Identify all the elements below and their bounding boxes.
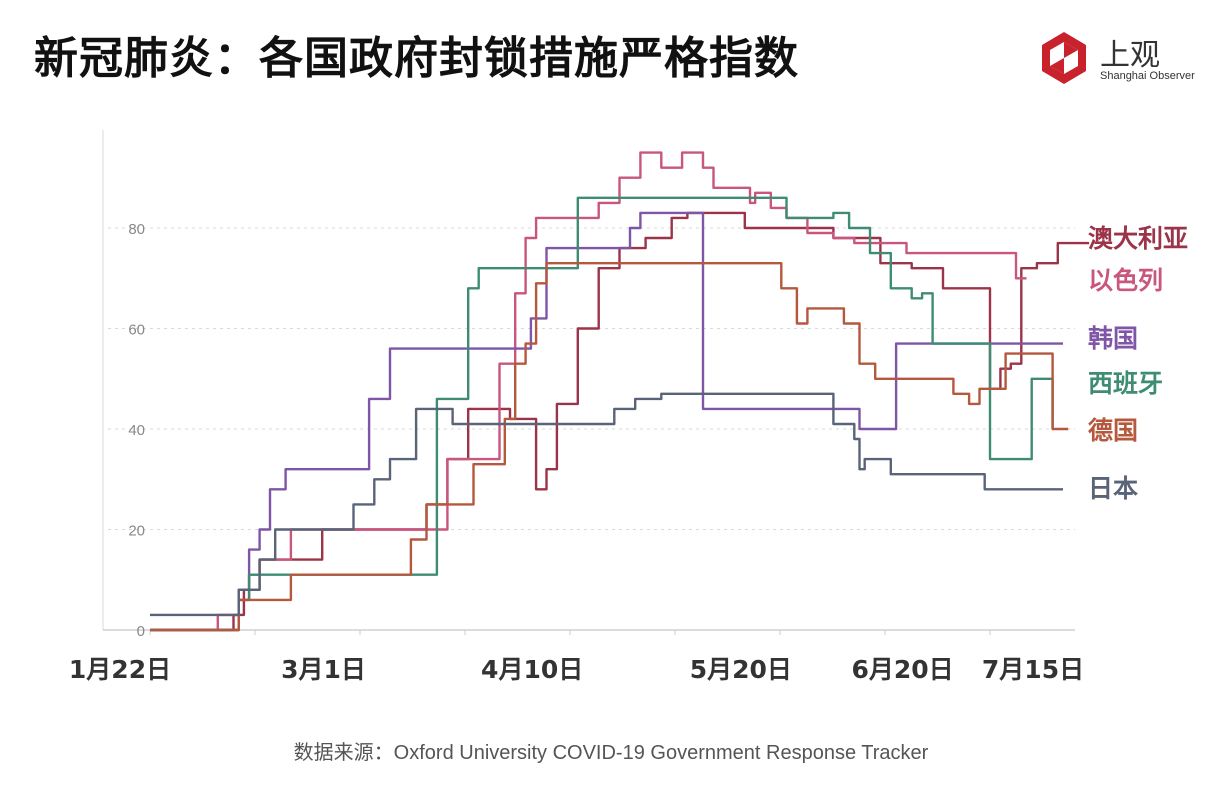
y-tick-label: 40 bbox=[128, 422, 145, 439]
x-tick-label: 3月1日 bbox=[281, 655, 366, 684]
y-tick-label: 60 bbox=[128, 322, 145, 339]
series-line-4 bbox=[150, 262, 1069, 632]
shanghai-observer-logo-icon bbox=[1042, 32, 1086, 84]
brand-logo: 上观 Shanghai Observer bbox=[1036, 30, 1196, 90]
series-line-3 bbox=[150, 196, 1054, 632]
legend-label-0: 澳大利亚 bbox=[1088, 224, 1188, 253]
series-line-2 bbox=[150, 211, 1063, 632]
legend-label-2: 韩国 bbox=[1088, 324, 1138, 353]
x-tick-label: 5月20日 bbox=[690, 655, 792, 684]
y-tick-label: 0 bbox=[137, 623, 145, 640]
legend-label-1: 以色列 bbox=[1088, 266, 1163, 295]
source-note: 数据来源：Oxford University COVID-19 Governme… bbox=[293, 742, 929, 764]
x-tick-label: 1月22日 bbox=[69, 655, 171, 684]
y-tick-label: 80 bbox=[128, 221, 145, 238]
page-title: 新冠肺炎：各国政府封锁措施严格指数 bbox=[34, 33, 799, 84]
legend-label-3: 西班牙 bbox=[1088, 369, 1163, 398]
x-tick-label: 4月10日 bbox=[481, 655, 583, 684]
legend-label-4: 德国 bbox=[1088, 416, 1138, 445]
x-tick-label: 7月15日 bbox=[982, 655, 1084, 684]
series-line-0 bbox=[150, 211, 1090, 632]
logo-name: 上观 bbox=[1100, 38, 1160, 73]
series-line-5 bbox=[150, 392, 1063, 617]
legend-label-5: 日本 bbox=[1088, 474, 1138, 503]
series-line-1 bbox=[150, 151, 1027, 632]
x-tick-label: 6月20日 bbox=[851, 655, 953, 684]
y-tick-label: 20 bbox=[128, 523, 145, 540]
logo-subtitle: Shanghai Observer bbox=[1100, 70, 1195, 82]
